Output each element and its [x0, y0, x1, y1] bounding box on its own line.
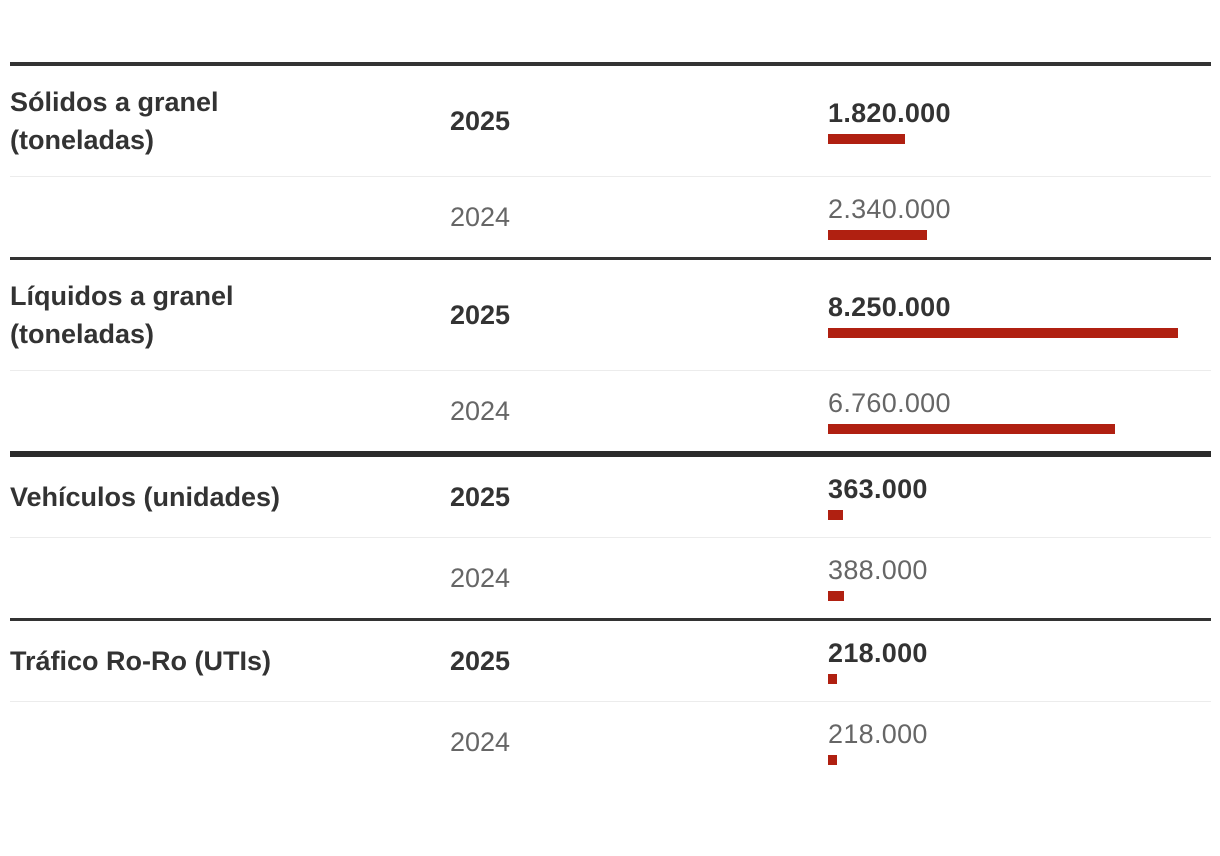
table-row: Vehículos (unidades) 2025 363.000 — [10, 457, 1211, 537]
value-cell: 218.000 — [828, 719, 1211, 765]
cargo-stats-table: Sólidos a granel (toneladas) 2025 1.820.… — [10, 62, 1211, 782]
row-separator — [10, 370, 1211, 371]
value-bar — [828, 510, 843, 520]
year-label: 2024 — [450, 563, 511, 593]
year-label: 2024 — [450, 202, 511, 232]
value-cell: 218.000 — [828, 638, 1211, 684]
category-label-line1: Sólidos a granel — [10, 87, 219, 117]
year-label: 2024 — [450, 727, 511, 757]
year-label: 2025 — [450, 300, 511, 330]
value-bar — [828, 591, 844, 601]
value-label: 218.000 — [828, 638, 928, 668]
row-separator — [10, 701, 1211, 702]
year-label: 2025 — [450, 646, 511, 676]
row-separator — [10, 176, 1211, 177]
category-label: Vehículos (unidades) — [10, 478, 450, 516]
value-label: 8.250.000 — [828, 292, 951, 322]
row-separator — [10, 537, 1211, 538]
category-label: Sólidos a granel (toneladas) — [10, 83, 450, 159]
value-cell: 6.760.000 — [828, 388, 1211, 434]
value-label: 2.340.000 — [828, 194, 951, 224]
table-row: Líquidos a granel (toneladas) 2025 8.250… — [10, 260, 1211, 370]
value-label: 218.000 — [828, 719, 928, 749]
value-cell: 1.820.000 — [828, 98, 1211, 144]
year-label: 2025 — [450, 482, 511, 512]
year-label: 2024 — [450, 396, 511, 426]
year-label: 2025 — [450, 106, 511, 136]
table-row: 2024 2.340.000 — [10, 177, 1211, 257]
value-cell: 388.000 — [828, 555, 1211, 601]
table-row: 2024 388.000 — [10, 538, 1211, 618]
value-label: 6.760.000 — [828, 388, 951, 418]
table-row: 2024 218.000 — [10, 702, 1211, 782]
value-label: 388.000 — [828, 555, 928, 585]
section-solidos-a-granel: Sólidos a granel (toneladas) 2025 1.820.… — [10, 62, 1211, 257]
value-bar — [828, 674, 837, 684]
table-row: Sólidos a granel (toneladas) 2025 1.820.… — [10, 66, 1211, 176]
value-bar — [828, 424, 1115, 434]
value-label: 1.820.000 — [828, 98, 951, 128]
value-bar — [828, 230, 927, 240]
category-label-line1: Vehículos (unidades) — [10, 482, 281, 512]
value-cell: 363.000 — [828, 474, 1211, 520]
value-bar — [828, 134, 905, 144]
value-label: 363.000 — [828, 474, 928, 504]
category-label-line1: Líquidos a granel — [10, 281, 234, 311]
table-row: 2024 6.760.000 — [10, 371, 1211, 451]
table-row: Tráfico Ro-Ro (UTIs) 2025 218.000 — [10, 621, 1211, 701]
category-label: Líquidos a granel (toneladas) — [10, 277, 450, 353]
value-cell: 2.340.000 — [828, 194, 1211, 240]
category-label-line1: Tráfico Ro-Ro (UTIs) — [10, 646, 271, 676]
category-label-line2: (toneladas) — [10, 125, 155, 155]
value-bar — [828, 755, 837, 765]
section-trafico-ro-ro: Tráfico Ro-Ro (UTIs) 2025 218.000 2024 2… — [10, 618, 1211, 782]
section-vehiculos: Vehículos (unidades) 2025 363.000 2024 3… — [10, 451, 1211, 618]
value-bar — [828, 328, 1178, 338]
value-cell: 8.250.000 — [828, 292, 1211, 338]
category-label-line2: (toneladas) — [10, 319, 155, 349]
section-liquidos-a-granel: Líquidos a granel (toneladas) 2025 8.250… — [10, 257, 1211, 451]
category-label: Tráfico Ro-Ro (UTIs) — [10, 642, 450, 680]
